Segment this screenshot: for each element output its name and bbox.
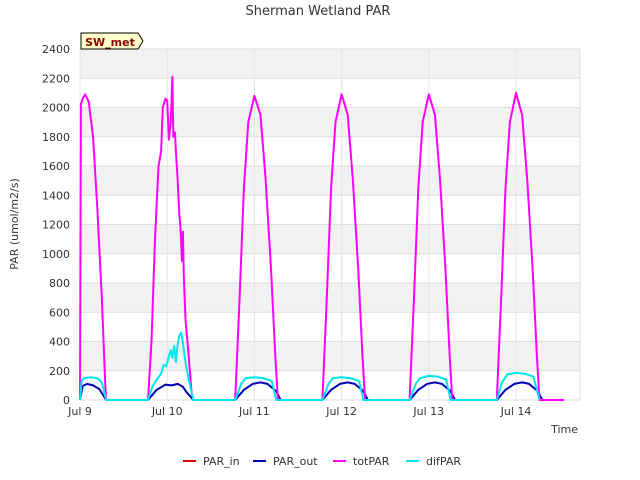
x-tick-label: Jul 11 <box>238 405 270 418</box>
x-axis-ticks: Jul 9 Jul 10 Jul 11 Jul 12 Jul 13 Jul 14 <box>67 405 531 418</box>
legend: PAR_in PAR_out totPAR difPAR <box>183 455 461 468</box>
series-line-totpar <box>79 75 564 401</box>
legend-label-difpar: difPAR <box>426 455 461 468</box>
series-line-difpar <box>79 331 541 401</box>
legend-label-par_in: PAR_in <box>203 455 240 468</box>
y-tick-label: 600 <box>49 306 70 319</box>
y-tick-label: 1400 <box>42 189 70 202</box>
x-axis-label: Time <box>550 423 578 436</box>
x-tick-label: Jul 9 <box>67 405 92 418</box>
x-tick-label: Jul 12 <box>325 405 357 418</box>
y-axis-ticks: 0 200 400 600 800 1000 1200 1400 1600 1800 2000 220… <box>42 43 70 407</box>
grid-band <box>80 283 580 313</box>
station-badge-text: SW_met <box>85 36 135 49</box>
y-tick-label: 2200 <box>42 72 70 85</box>
y-tick-label: 400 <box>49 336 70 349</box>
chart-title: Sherman Wetland PAR <box>246 4 391 19</box>
y-tick-label: 2000 <box>42 102 70 115</box>
y-tick-label: 1000 <box>42 248 70 261</box>
grid-band <box>80 166 580 196</box>
legend-label-totpar: totPAR <box>353 455 390 468</box>
station-badge-box <box>80 32 144 50</box>
y-tick-label: 800 <box>49 277 70 290</box>
legend-label-par_out: PAR_out <box>273 455 318 468</box>
y-tick-label: 0 <box>63 394 70 407</box>
x-tick-label: Jul 13 <box>412 405 444 418</box>
x-tick-label: Jul 14 <box>500 405 532 418</box>
y-tick-label: 200 <box>49 365 70 378</box>
grid-band <box>80 341 580 371</box>
station-badge: SW_met <box>80 32 144 50</box>
y-axis-label: PAR (umol/m2/s) <box>8 178 21 270</box>
series-lines <box>79 75 564 401</box>
y-tick-label: 1800 <box>42 131 70 144</box>
x-tick-label: Jul 10 <box>151 405 183 418</box>
y-tick-label: 1200 <box>42 219 70 232</box>
grid-band <box>80 49 580 79</box>
grid-band <box>80 107 580 137</box>
y-tick-label: 1600 <box>42 160 70 173</box>
y-tick-label: 2400 <box>42 43 70 56</box>
